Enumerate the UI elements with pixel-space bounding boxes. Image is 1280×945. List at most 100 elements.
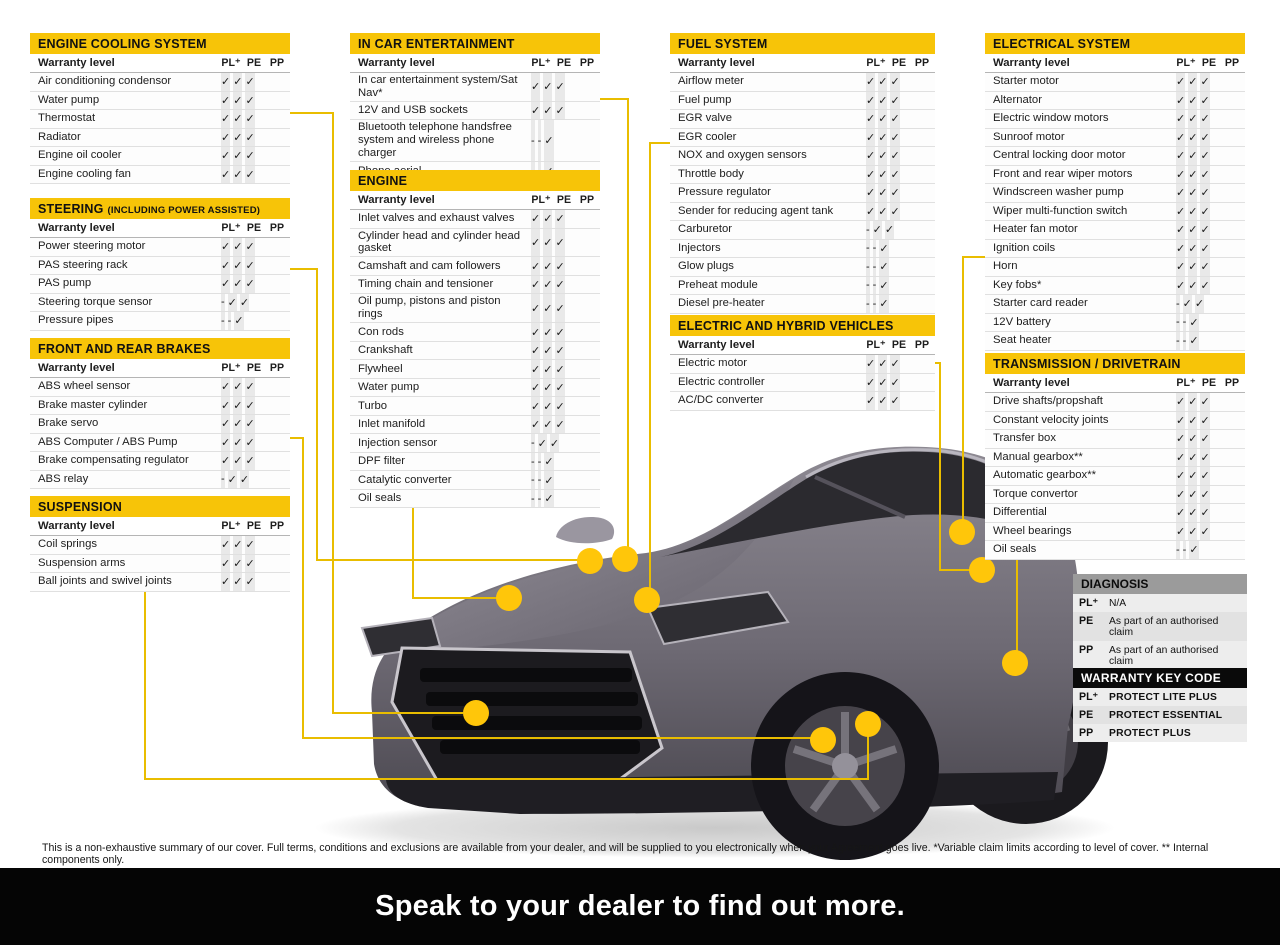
- warranty-level-column: PL⁺: [866, 339, 886, 351]
- dealer-banner: Speak to your dealer to find out more.: [0, 868, 1280, 945]
- table-row: EGR valve ✓ ✓ ✓: [670, 110, 935, 129]
- coverage-cell: -: [866, 295, 870, 313]
- component-label: Sunroof motor: [993, 130, 1065, 143]
- coverage-cell: ✓: [878, 147, 888, 165]
- coverage-cell: ✓: [890, 373, 900, 391]
- table-row: ABS relay - ✓ ✓: [30, 470, 290, 489]
- column-header-row: Warranty level PL⁺ PE PP: [350, 191, 600, 210]
- table-row: Transfer box ✓ ✓ ✓: [985, 430, 1245, 449]
- coverage-cell: ✓: [1188, 430, 1198, 448]
- table-row: Key fobs* ✓ ✓ ✓: [985, 276, 1245, 295]
- coverage-cell: ✓: [221, 256, 231, 274]
- table-row: Oil seals - - ✓: [985, 541, 1245, 560]
- table-row: Injectors - - ✓: [670, 239, 935, 258]
- component-label: Airflow meter: [678, 75, 744, 88]
- callout-lines: [144, 98, 1028, 780]
- table-row: Air conditioning condensor ✓ ✓ ✓: [30, 73, 290, 92]
- diagnosis-row: PP As part of an authorised claim: [1073, 641, 1247, 670]
- coverage-cell: ✓: [234, 312, 244, 330]
- engine-callout-line: [412, 472, 498, 599]
- coverage-cell: ✓: [1188, 128, 1198, 146]
- coverage-cell: ✓: [1194, 295, 1205, 313]
- coverage-cell: ✓: [245, 415, 255, 433]
- table-row: Glow plugs - - ✓: [670, 258, 935, 277]
- coverage-cell: ✓: [233, 110, 243, 128]
- table-row: Horn ✓ ✓ ✓: [985, 258, 1245, 277]
- coverage-cell: ✓: [866, 165, 876, 183]
- diagnosis-box: DIAGNOSIS PL⁺ N/A PE As part of an autho…: [1073, 574, 1247, 670]
- coverage-cell: ✓: [1188, 522, 1198, 540]
- table-row: Pressure regulator ✓ ✓ ✓: [670, 184, 935, 203]
- table-title: ELECTRIC AND HYBRID VEHICLES: [670, 315, 935, 336]
- coverage-cell: ✓: [878, 355, 888, 373]
- diagnosis-text: As part of an authorised claim: [1109, 616, 1219, 638]
- coverage-cell: -: [221, 470, 225, 488]
- coverage-cell: ✓: [1176, 430, 1186, 448]
- fuel-system-callout-dot: [634, 587, 660, 613]
- table-row: Injection sensor - ✓ ✓: [350, 434, 600, 453]
- table-row: Manual gearbox** ✓ ✓ ✓: [985, 448, 1245, 467]
- coverage-cell: ✓: [1200, 165, 1210, 183]
- in-car-entertainment-callout-line: [600, 98, 629, 552]
- suspension-callout-line: [144, 588, 869, 780]
- component-label: Wheel bearings: [993, 524, 1072, 537]
- coverage-cell: -: [866, 258, 870, 276]
- coverage-cell: ✓: [543, 360, 553, 378]
- coverage-cell: -: [537, 471, 542, 489]
- component-label: Manual gearbox**: [993, 450, 1083, 463]
- warranty-code: PL⁺: [1079, 597, 1099, 609]
- table-front-and-rear-brakes: FRONT AND REAR BRAKES Warranty level PL⁺ PE…: [30, 338, 290, 489]
- warranty-level-column: PL⁺: [1176, 57, 1196, 69]
- key-code-text: PROTECT PLUS: [1109, 728, 1191, 739]
- table-row: Engine cooling fan ✓ ✓ ✓: [30, 165, 290, 184]
- warranty-level-column: PE: [246, 520, 262, 532]
- legal-disclaimer: This is a non-exhaustive summary of our …: [42, 842, 1209, 866]
- coverage-cell: ✓: [890, 202, 900, 220]
- coverage-cell: ✓: [1200, 258, 1210, 276]
- coverage-cell: ✓: [890, 128, 900, 146]
- coverage-cell: ✓: [1200, 448, 1210, 466]
- warranty-level-column: PE: [1201, 377, 1217, 389]
- coverage-cell: ✓: [1176, 276, 1186, 294]
- table-title: FUEL SYSTEM: [670, 33, 935, 54]
- steering-callout-dot: [577, 548, 603, 574]
- table-row: Wiper multi-function switch ✓ ✓ ✓: [985, 202, 1245, 221]
- coverage-cell: ✓: [1176, 504, 1186, 522]
- component-label: Electric window motors: [993, 112, 1109, 125]
- warranty-level-column: PP: [914, 57, 930, 69]
- coverage-cell: ✓: [555, 341, 565, 360]
- coverage-cell: -: [1176, 295, 1180, 313]
- component-label: Steering torque sensor: [38, 295, 153, 308]
- coverage-cell: ✓: [221, 275, 231, 293]
- engine-cooling-callout-line: [290, 112, 463, 714]
- coverage-cell: -: [531, 452, 535, 471]
- coverage-cell: ✓: [1176, 522, 1186, 540]
- car-a-pillar: [814, 475, 906, 519]
- table-row: Torque convertor ✓ ✓ ✓: [985, 485, 1245, 504]
- table-row: Power steering motor ✓ ✓ ✓: [30, 238, 290, 257]
- table-electric-and-hybrid: ELECTRIC AND HYBRID VEHICLES Warranty lev…: [670, 315, 935, 411]
- table-in-car-entertainment: IN CAR ENTERTAINMENT Warranty level PL⁺ PE P…: [350, 33, 600, 181]
- coverage-cell: ✓: [245, 238, 255, 256]
- coverage-cell: ✓: [555, 257, 565, 275]
- coverage-cell: ✓: [866, 91, 876, 109]
- column-header-row: Warranty level PL⁺ PE PP: [30, 517, 290, 536]
- coverage-cell: ✓: [245, 128, 255, 146]
- table-row: ABS wheel sensor ✓ ✓ ✓: [30, 378, 290, 397]
- coverage-cell: -: [1176, 313, 1180, 331]
- coverage-cell: ✓: [233, 73, 243, 91]
- component-label: Oil seals: [358, 492, 402, 505]
- coverage-cell: ✓: [531, 341, 541, 360]
- coverage-cell: ✓: [245, 536, 255, 554]
- column-header-row: Warranty level PL⁺ PE PP: [30, 219, 290, 238]
- table-row: Windscreen washer pump ✓ ✓ ✓: [985, 184, 1245, 203]
- component-label: Electric controller: [678, 375, 765, 388]
- coverage-cell: ✓: [1176, 221, 1186, 239]
- coverage-cell: ✓: [879, 239, 889, 257]
- component-label: AC/DC converter: [678, 394, 764, 407]
- coverage-cell: -: [866, 276, 870, 294]
- coverage-cell: ✓: [233, 91, 243, 109]
- warranty-level-column: PP: [579, 57, 595, 69]
